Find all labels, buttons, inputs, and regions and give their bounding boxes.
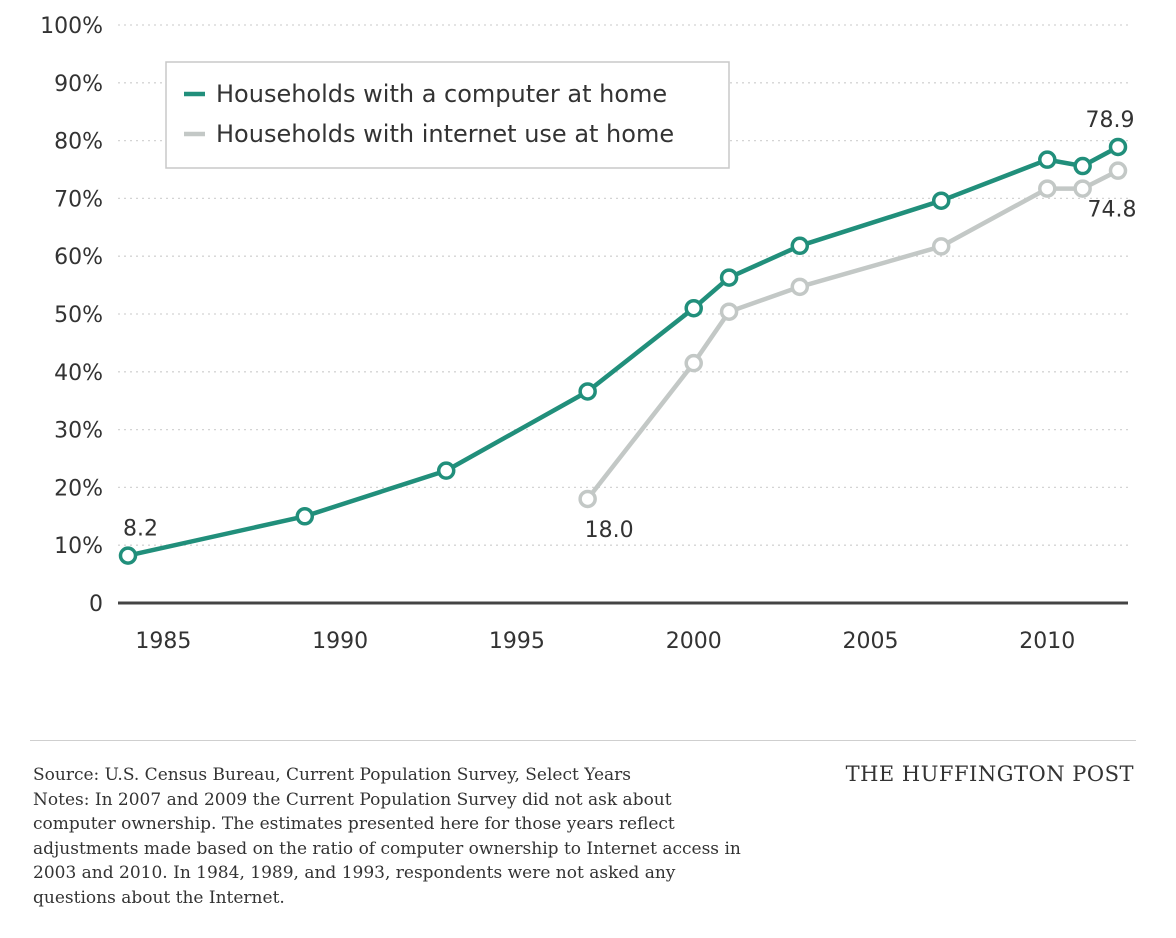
y-tick-label: 90%: [54, 72, 103, 97]
data-point: [1038, 150, 1057, 169]
data-label: 18.0: [585, 518, 634, 543]
axes: 0 10% 20% 30% 40% 50% 60% 70% 80% 90% 100% 1985 1990…: [40, 14, 1128, 654]
data-point: [578, 489, 597, 509]
x-tick-label: 1990: [312, 629, 368, 654]
data-point: [436, 461, 456, 480]
data-point: [295, 507, 315, 526]
x-tick-label: 2005: [843, 629, 899, 654]
data-point: [684, 298, 703, 318]
y-tick-label: 60%: [54, 245, 103, 270]
source-text: Source: U.S. Census Bureau, Current Popu…: [33, 765, 632, 785]
data-point: [719, 268, 739, 287]
x-tick-label: 2000: [666, 629, 722, 654]
y-tick-label: 0: [89, 592, 103, 617]
data-label: 8.2: [123, 517, 158, 542]
data-point: [684, 353, 703, 373]
data-label: 78.9: [1086, 108, 1135, 133]
footer-divider: [30, 740, 1136, 741]
data-labels: 8.2 78.9 18.0 74.8: [123, 108, 1136, 543]
legend-label: Households with a computer at home: [216, 80, 667, 108]
x-tick-label: 1985: [135, 629, 191, 654]
y-tick-label: 20%: [54, 476, 103, 501]
brand-wordmark: THE HUFFINGTON POST: [845, 762, 1134, 786]
y-tick-label: 10%: [54, 534, 103, 559]
legend-box: [165, 61, 730, 169]
data-point: [1038, 179, 1057, 198]
data-point: [719, 302, 739, 321]
x-tick-label: 2010: [1019, 629, 1075, 654]
legend-label: Households with internet use at home: [216, 120, 674, 148]
notes-text: Notes: In 2007 and 2009 the Current Popu…: [33, 789, 741, 908]
x-tick-label: 1995: [489, 629, 545, 654]
legend: Households with a computer at home Househ…: [165, 61, 730, 169]
y-tick-label: 40%: [54, 361, 103, 386]
data-point: [1108, 161, 1128, 180]
y-tick-label: 30%: [54, 419, 103, 444]
data-point: [931, 191, 951, 210]
data-point: [1073, 156, 1092, 176]
y-tick-label: 100%: [40, 14, 103, 39]
data-point: [578, 382, 597, 401]
line-chart: 0 10% 20% 30% 40% 50% 60% 70% 80% 90% 100% 1985 1990…: [40, 14, 1136, 654]
data-point: [790, 277, 810, 297]
y-tick-label: 50%: [54, 303, 103, 328]
source-notes: Source: U.S. Census Bureau, Current Popu…: [33, 763, 753, 911]
series-line-0: [125, 144, 1121, 558]
data-point: [118, 546, 138, 565]
data-label: 74.8: [1088, 198, 1137, 223]
series-line-1: [585, 168, 1121, 502]
data-point: [790, 236, 810, 256]
data-point: [931, 237, 951, 256]
series-lines: [118, 137, 1128, 565]
y-tick-label: 70%: [54, 187, 103, 212]
y-tick-label: 80%: [54, 130, 103, 155]
data-point: [1108, 137, 1128, 157]
data-point: [1073, 179, 1092, 198]
